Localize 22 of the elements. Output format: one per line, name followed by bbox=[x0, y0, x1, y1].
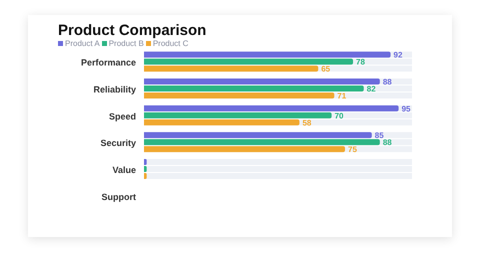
y-tick-label: Speed bbox=[108, 111, 136, 122]
data-label: 58 bbox=[302, 118, 312, 128]
data-label: 85 bbox=[374, 131, 384, 140]
y-tick-label: Support bbox=[102, 192, 136, 202]
data-label: 70 bbox=[334, 111, 344, 120]
legend-label: Product C bbox=[152, 39, 188, 48]
legend-label: Product A bbox=[64, 39, 100, 48]
chart-title: Product Comparison bbox=[58, 22, 208, 39]
y-tick-label: Performance bbox=[80, 58, 136, 68]
legend-label: Product B bbox=[108, 39, 144, 48]
data-label: 88 bbox=[382, 78, 392, 87]
data-label: 92 bbox=[394, 50, 404, 60]
data-label: 75 bbox=[348, 145, 358, 154]
y-tick-label: Reliability bbox=[93, 84, 136, 94]
data-label: 71 bbox=[337, 92, 347, 101]
data-label: 78 bbox=[356, 58, 366, 67]
data-label: 95 bbox=[402, 104, 412, 114]
data-label: 82 bbox=[366, 84, 376, 94]
data-label: 88 bbox=[382, 138, 392, 148]
y-tick-label: Security bbox=[100, 138, 136, 148]
y-tick-label: Value bbox=[112, 164, 136, 175]
data-label: 65 bbox=[321, 64, 331, 74]
